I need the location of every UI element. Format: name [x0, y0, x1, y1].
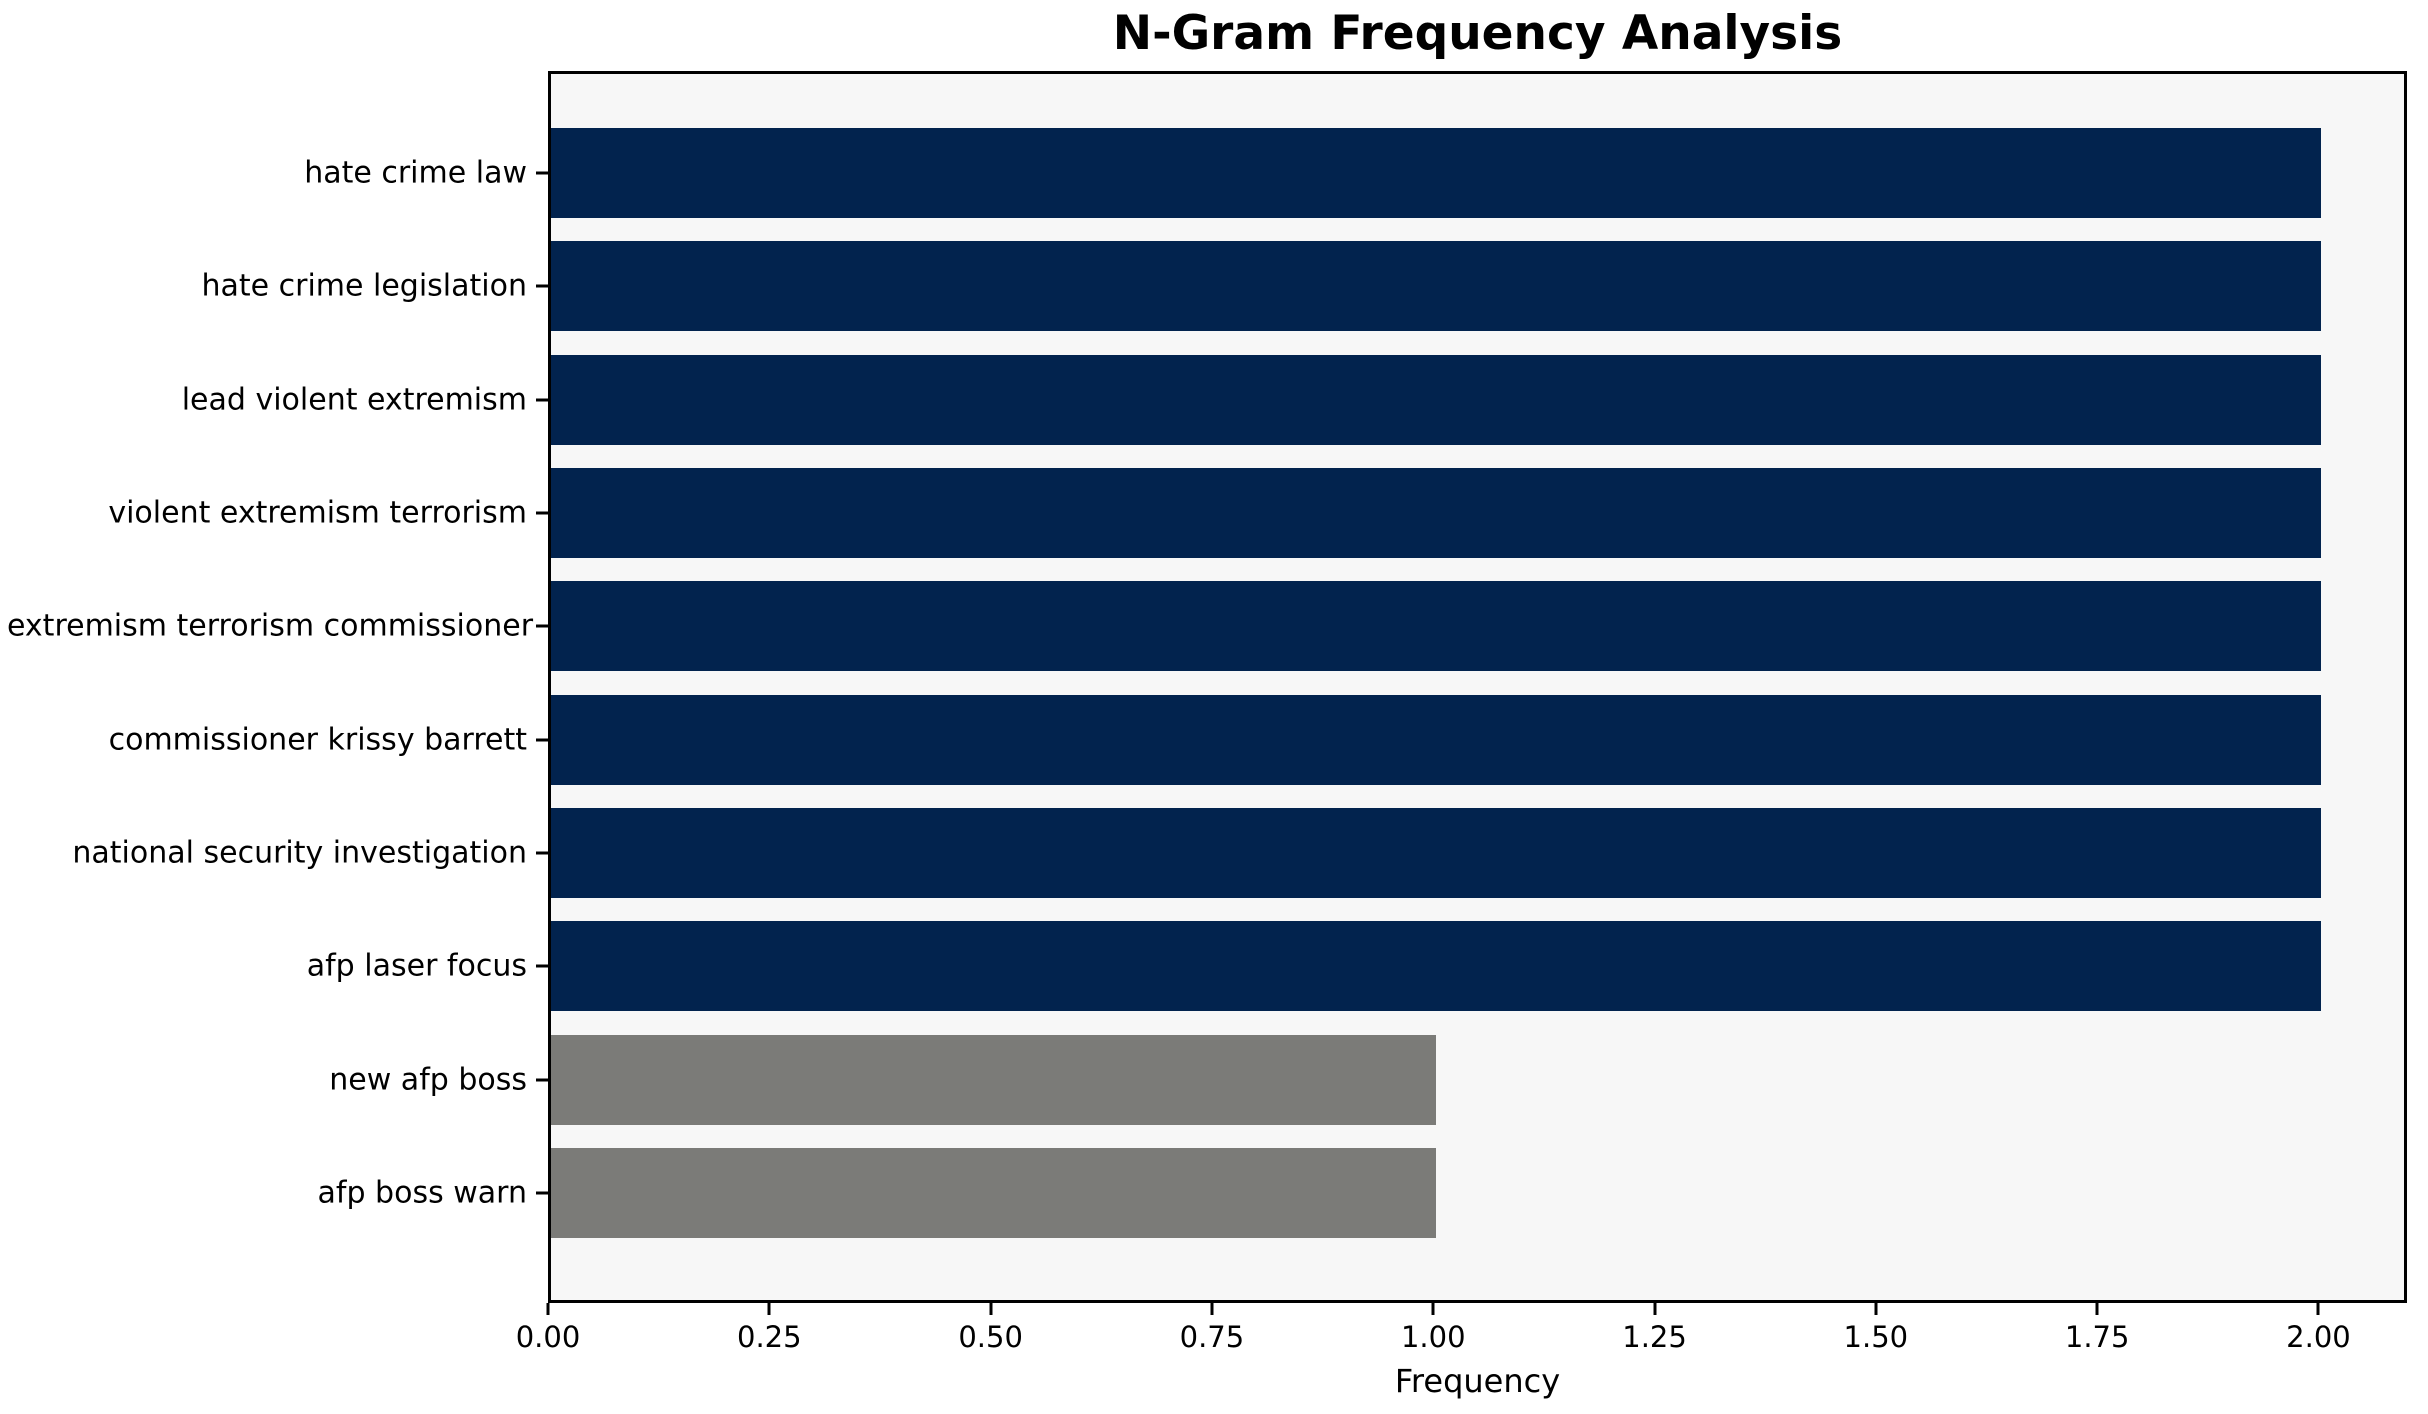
bar [551, 468, 2322, 559]
bar [551, 354, 2322, 445]
x-tick-label: 1.50 [1843, 1320, 1909, 1354]
y-tick-mark [536, 398, 548, 402]
bar [551, 1148, 1437, 1239]
plot-area [548, 71, 2407, 1303]
y-tick-label: commissioner krissy barrett [108, 722, 527, 758]
y-tick-mark [536, 1078, 548, 1082]
y-tick-mark [536, 624, 548, 628]
y-tick-label: afp laser focus [306, 948, 527, 984]
y-tick-mark [536, 964, 548, 968]
x-tick-mark [546, 1303, 550, 1315]
y-tick-mark [536, 171, 548, 175]
x-tick-label: 0.00 [515, 1320, 581, 1354]
x-tick-mark [2316, 1303, 2320, 1315]
x-tick-mark [2095, 1303, 2099, 1315]
y-tick-label: extremism terrorism commissioner [7, 608, 534, 644]
y-tick-label: violent extremism terrorism [108, 495, 527, 531]
x-axis-label: Frequency [1394, 1362, 1561, 1400]
y-tick-mark [536, 738, 548, 742]
x-tick-mark [989, 1303, 993, 1315]
x-tick-label: 0.50 [958, 1320, 1023, 1354]
x-tick-label: 1.75 [2064, 1320, 2130, 1354]
bar [551, 241, 2322, 332]
x-tick-label: 1.25 [1622, 1320, 1687, 1354]
x-tick-mark [1210, 1303, 1214, 1315]
x-tick-label: 0.75 [1179, 1320, 1245, 1354]
bar [551, 694, 2322, 785]
x-tick-mark [1431, 1303, 1435, 1315]
x-tick-label: 2.00 [2286, 1320, 2351, 1354]
bar [551, 128, 2322, 218]
chart-title: N-Gram Frequency Analysis [1112, 6, 1843, 61]
x-tick-mark [767, 1303, 771, 1315]
y-tick-label: hate crime legislation [201, 268, 527, 304]
y-tick-label: lead violent extremism [181, 382, 527, 418]
x-tick-label: 1.00 [1400, 1320, 1466, 1354]
bar [551, 1034, 1437, 1125]
y-tick-mark [536, 284, 548, 288]
y-tick-label: national security investigation [72, 835, 527, 871]
y-tick-mark [536, 1191, 548, 1195]
y-tick-label: afp boss warn [317, 1175, 527, 1211]
x-tick-mark [1874, 1303, 1878, 1315]
y-tick-label: hate crime law [304, 155, 527, 191]
bar [551, 581, 2322, 672]
x-tick-label: 0.25 [737, 1320, 802, 1354]
x-tick-mark [1653, 1303, 1657, 1315]
y-tick-label: new afp boss [329, 1062, 527, 1098]
y-tick-mark [536, 851, 548, 855]
bar [551, 808, 2322, 899]
bar [551, 921, 2322, 1012]
y-tick-mark [536, 511, 548, 515]
